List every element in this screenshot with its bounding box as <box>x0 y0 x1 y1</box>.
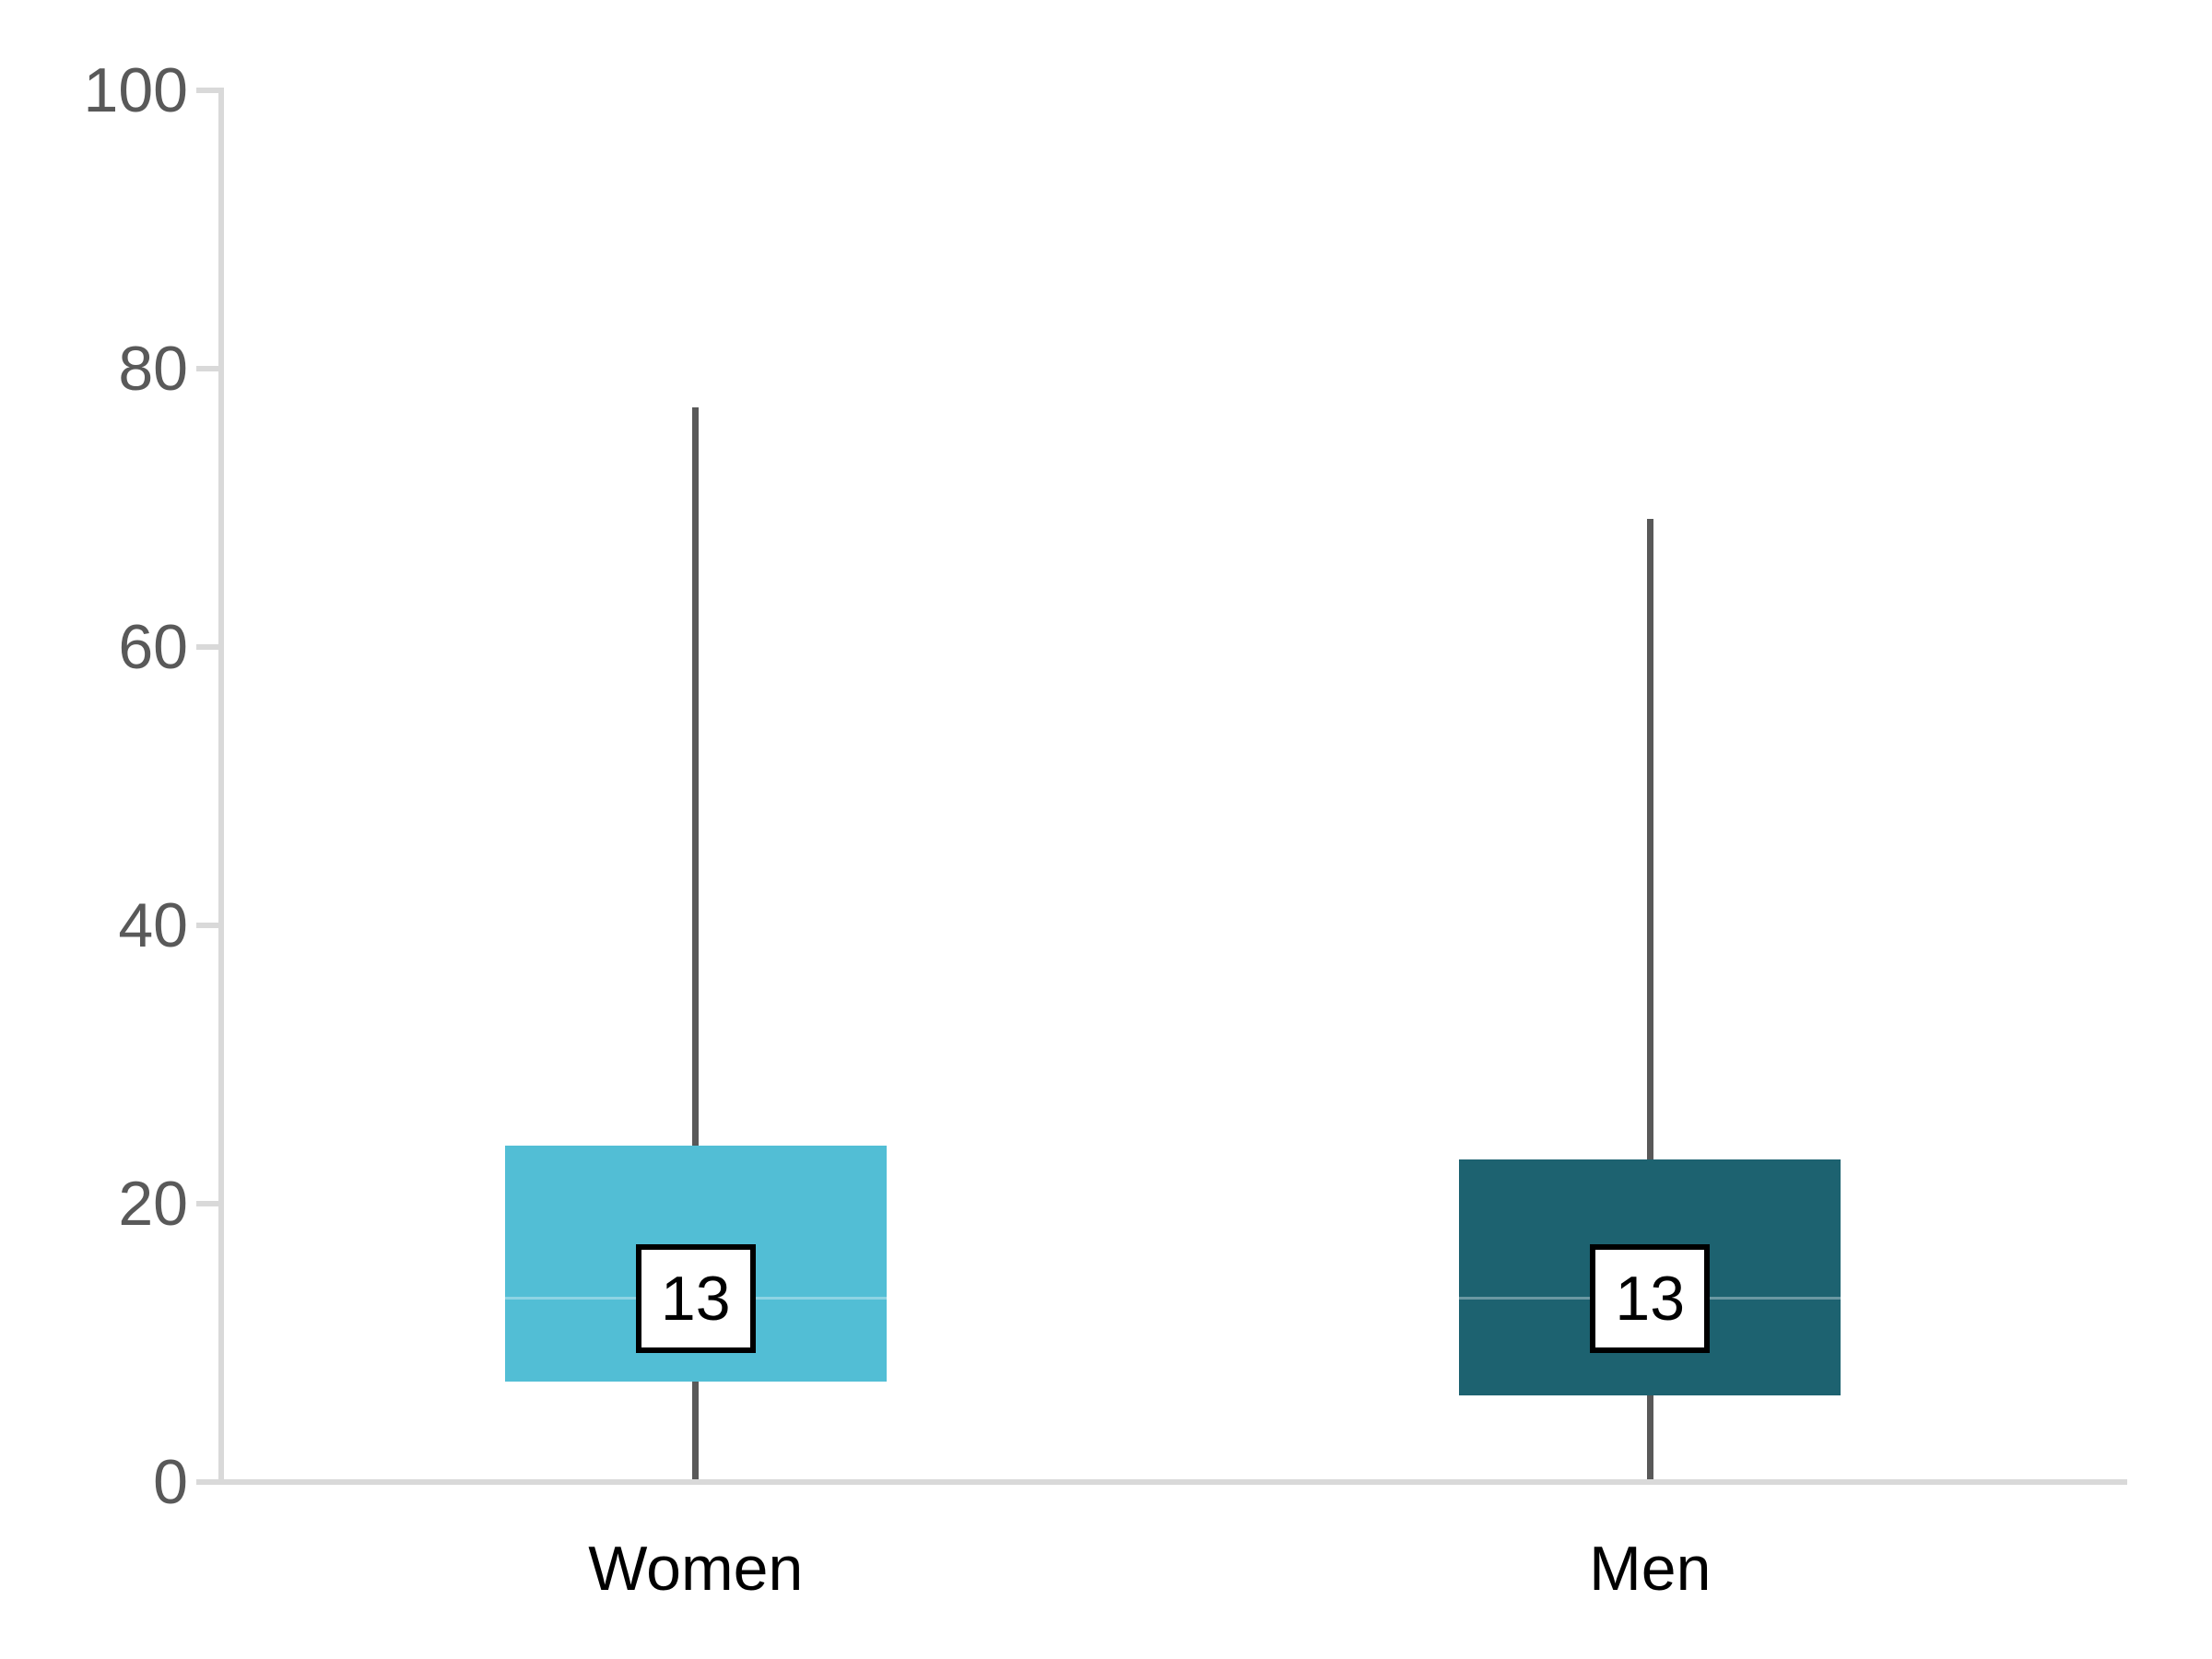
men-median-value-label: 13 <box>1590 1243 1711 1353</box>
y-axis-tick-label: 20 <box>118 1169 188 1239</box>
women-whisker-line <box>692 407 700 1479</box>
y-axis-tick-label: 40 <box>118 890 188 960</box>
y-axis-tick-mark <box>196 88 218 93</box>
y-axis-tick-label: 60 <box>118 612 188 682</box>
men-whisker-line <box>1646 519 1653 1479</box>
category-label-women: Women <box>588 1534 804 1604</box>
category-label-men: Men <box>1589 1534 1712 1604</box>
y-axis-tick-mark <box>196 366 218 371</box>
y-axis-tick-mark <box>196 644 218 650</box>
y-axis-line <box>218 88 224 1485</box>
y-axis-tick-label: 100 <box>83 55 188 125</box>
women-median-value-label: 13 <box>635 1243 756 1353</box>
x-axis-line <box>198 1479 2127 1485</box>
y-axis-tick-mark <box>196 923 218 928</box>
y-axis-tick-label: 80 <box>118 334 188 404</box>
y-axis-tick-label: 0 <box>153 1447 188 1517</box>
y-axis-tick-mark <box>196 1201 218 1206</box>
